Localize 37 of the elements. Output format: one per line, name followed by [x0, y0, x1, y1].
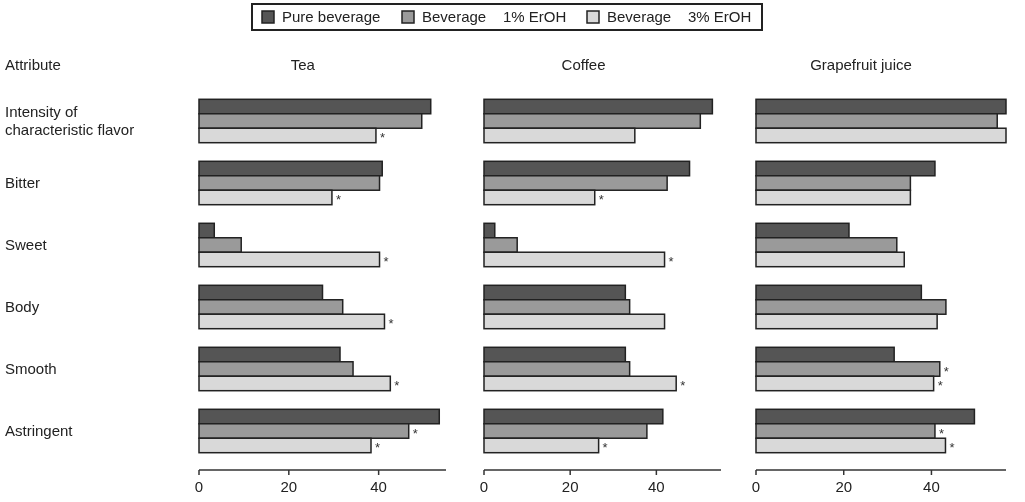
- x-tick-label: 0: [194, 478, 204, 495]
- data-label: *: [598, 191, 604, 207]
- x-tick-label: 40: [923, 478, 940, 495]
- y-tick-label: Sweet: [5, 236, 48, 254]
- y-tick-label: Intensity of characteristic flavor: [5, 103, 135, 139]
- y-tick-label: Astringent: [5, 422, 74, 440]
- x-tick-label: 40: [648, 478, 665, 495]
- legend-label: Pure beverage: [282, 8, 381, 25]
- chart-title: Coffee: [561, 56, 606, 73]
- legend-label: Beverage 3% ErOH: [607, 8, 752, 25]
- data-label: *: [602, 439, 608, 455]
- data-label: *: [379, 129, 385, 145]
- data-label: *: [335, 191, 341, 207]
- chart-title: Grapefruit juice: [810, 56, 912, 73]
- data-label: *: [383, 253, 389, 269]
- data-label: *: [668, 253, 674, 269]
- data-label: *: [943, 363, 949, 379]
- x-tick-label: 0: [751, 478, 761, 495]
- data-label: *: [938, 425, 945, 441]
- x-tick-label: 20: [561, 478, 579, 495]
- data-label: *: [394, 377, 400, 393]
- y-tick-label: Body: [5, 298, 40, 316]
- y-axis-title: Attribute: [5, 56, 61, 73]
- y-tick-label: Smooth: [5, 360, 57, 378]
- y-tick-label: Bitter: [5, 174, 41, 192]
- x-tick-label: 0: [479, 478, 489, 495]
- data-label: *: [388, 315, 394, 331]
- data-label: *: [937, 377, 943, 393]
- x-tick-label: 20: [280, 478, 298, 495]
- x-tick-label: 40: [370, 478, 387, 495]
- legend-label: Beverage 1% ErOH: [422, 8, 567, 25]
- chart-title: Tea: [290, 56, 316, 73]
- data-label: *: [680, 377, 686, 393]
- data-label: *: [949, 439, 955, 455]
- x-tick-label: 20: [835, 478, 853, 495]
- data-label: *: [375, 439, 381, 455]
- data-label: *: [412, 425, 418, 441]
